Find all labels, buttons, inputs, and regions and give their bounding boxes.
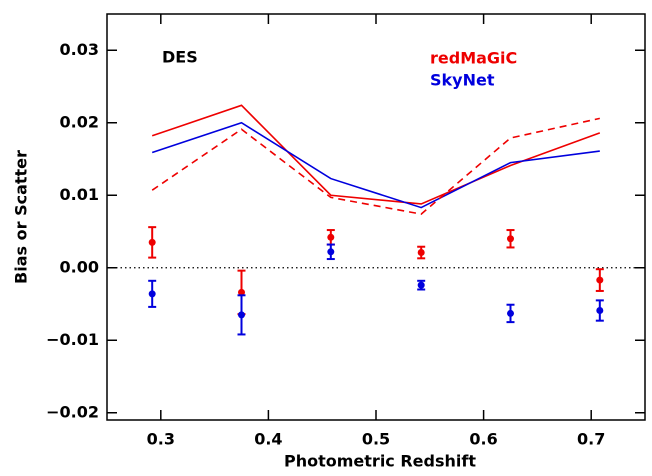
- x-tick-label: 0.7: [577, 430, 605, 449]
- x-tick-label: 0.4: [254, 430, 282, 449]
- point: [507, 235, 514, 243]
- point: [148, 290, 156, 298]
- point: [596, 276, 604, 284]
- y-tick-label: −0.02: [46, 402, 99, 421]
- annotation: DES: [162, 48, 198, 67]
- x-tick-label: 0.5: [362, 430, 390, 449]
- point: [238, 311, 245, 319]
- x-tick-label: 0.3: [147, 430, 175, 449]
- y-tick-label: 0.00: [60, 257, 99, 276]
- line: [151, 121, 600, 209]
- point: [238, 288, 245, 296]
- x-axis-label: Photometric Redshift: [284, 452, 476, 471]
- point: [417, 249, 425, 257]
- y-tick-label: −0.01: [46, 330, 99, 349]
- x-tick-label: 0.6: [469, 430, 497, 449]
- point: [507, 309, 514, 317]
- legend-entry: SkyNet: [430, 71, 495, 90]
- y-tick-label: 0.02: [60, 112, 99, 131]
- point: [417, 281, 425, 289]
- y-axis-label: Bias or Scatter: [12, 150, 31, 284]
- point: [148, 238, 156, 246]
- y-tick-label: 0.03: [60, 40, 99, 59]
- legend-entry: redMaGiC: [430, 49, 517, 68]
- point: [596, 307, 604, 315]
- point: [327, 248, 335, 256]
- line: [151, 117, 600, 215]
- y-tick-label: 0.01: [60, 185, 99, 204]
- point: [327, 233, 335, 241]
- line: [151, 104, 601, 205]
- plot-frame: [106, 13, 646, 421]
